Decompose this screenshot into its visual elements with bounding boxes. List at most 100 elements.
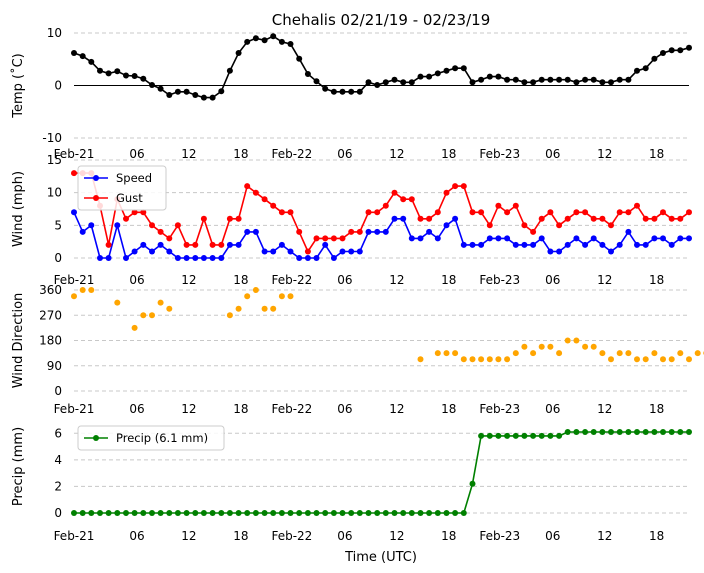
data-point — [114, 68, 121, 75]
direction-x-tick-label: 06 — [545, 402, 560, 416]
wind-x-tick-label: 12 — [181, 273, 196, 287]
data-point — [192, 510, 199, 516]
data-point — [400, 196, 407, 203]
data-point — [608, 248, 614, 255]
data-point — [556, 432, 563, 439]
data-point — [192, 255, 199, 261]
data-point — [71, 510, 77, 516]
data-point — [443, 67, 450, 74]
data-point — [339, 510, 346, 516]
data-point — [166, 510, 173, 516]
data-point — [244, 38, 251, 45]
precip-x-tick-label: 06 — [337, 529, 352, 543]
legend-label: Precip (6.1 mm) — [116, 431, 208, 445]
data-point — [123, 215, 129, 222]
direction-y-tick-label: 0 — [54, 384, 62, 398]
data-point — [495, 235, 502, 242]
data-point — [573, 235, 580, 242]
data-point — [504, 432, 511, 439]
data-point — [209, 510, 216, 516]
data-point — [608, 356, 614, 363]
data-point — [123, 72, 129, 79]
data-point — [443, 510, 450, 516]
data-point — [495, 356, 502, 363]
data-point — [200, 94, 207, 101]
data-point — [365, 228, 372, 235]
wind-panel: 0 5 10 15 Wind (mph) Feb-21 06 12 18 Feb-22 06 12 18… — [11, 153, 692, 287]
data-point — [486, 222, 493, 229]
data-point — [261, 196, 268, 203]
wind-y-tick-label: 5 — [54, 218, 62, 232]
data-point — [625, 228, 632, 235]
data-point — [556, 350, 563, 357]
data-point — [564, 215, 571, 222]
data-point — [348, 510, 355, 516]
data-point — [157, 299, 164, 306]
data-point — [356, 228, 363, 235]
data-point — [149, 248, 155, 255]
data-point — [226, 215, 233, 222]
data-point — [686, 429, 692, 435]
data-point — [79, 287, 86, 293]
data-point — [261, 510, 268, 516]
data-point — [495, 73, 502, 80]
data-point — [504, 356, 511, 363]
data-point — [157, 228, 164, 235]
data-point — [651, 215, 658, 222]
data-point — [686, 209, 692, 216]
data-point — [460, 356, 467, 363]
data-point — [530, 241, 537, 248]
data-point — [677, 429, 684, 435]
data-point — [616, 76, 623, 83]
legend-marker — [93, 195, 99, 201]
data-point — [660, 235, 666, 242]
data-point — [356, 88, 363, 95]
data-point — [123, 510, 129, 516]
data-point — [530, 79, 537, 86]
data-point — [131, 209, 138, 216]
data-point — [599, 429, 606, 435]
data-point — [200, 215, 207, 222]
data-point — [573, 79, 580, 86]
wind-x-tick-label: 18 — [233, 273, 248, 287]
legend-label: Speed — [116, 171, 152, 185]
data-point — [460, 241, 467, 248]
x-axis-label: Time (UTC) — [344, 550, 417, 565]
data-point — [348, 248, 355, 255]
data-point — [486, 356, 493, 363]
data-point — [166, 235, 173, 242]
data-point — [174, 88, 181, 95]
data-point — [434, 70, 441, 77]
direction-x-tick-label: 12 — [597, 402, 612, 416]
data-point — [608, 222, 614, 229]
data-point — [88, 222, 95, 229]
data-point — [71, 50, 77, 56]
data-point — [356, 510, 363, 516]
data-point — [504, 235, 511, 242]
data-point — [686, 44, 692, 51]
data-point — [209, 255, 216, 261]
data-point — [157, 510, 164, 516]
data-point — [660, 356, 666, 363]
precip-x-tick-label: 12 — [389, 529, 404, 543]
data-point — [261, 248, 268, 255]
data-point — [460, 183, 467, 190]
data-point — [97, 67, 103, 74]
data-point — [521, 79, 528, 86]
data-point — [443, 189, 450, 196]
data-point — [521, 343, 528, 350]
legend-marker — [93, 435, 99, 441]
data-point — [287, 248, 294, 255]
temp-y-axis-label: Temp (˚C) — [10, 53, 26, 119]
data-point — [374, 209, 381, 216]
data-point — [200, 255, 207, 261]
data-point — [287, 510, 294, 516]
data-point — [71, 170, 77, 177]
data-point — [538, 432, 545, 439]
data-point — [252, 35, 259, 42]
wind-y-axis-label: Wind (mph) — [11, 171, 26, 247]
data-point — [642, 241, 649, 248]
data-point — [478, 241, 485, 248]
direction-x-tick-label: Feb-21 — [54, 402, 95, 416]
data-point — [564, 241, 571, 248]
